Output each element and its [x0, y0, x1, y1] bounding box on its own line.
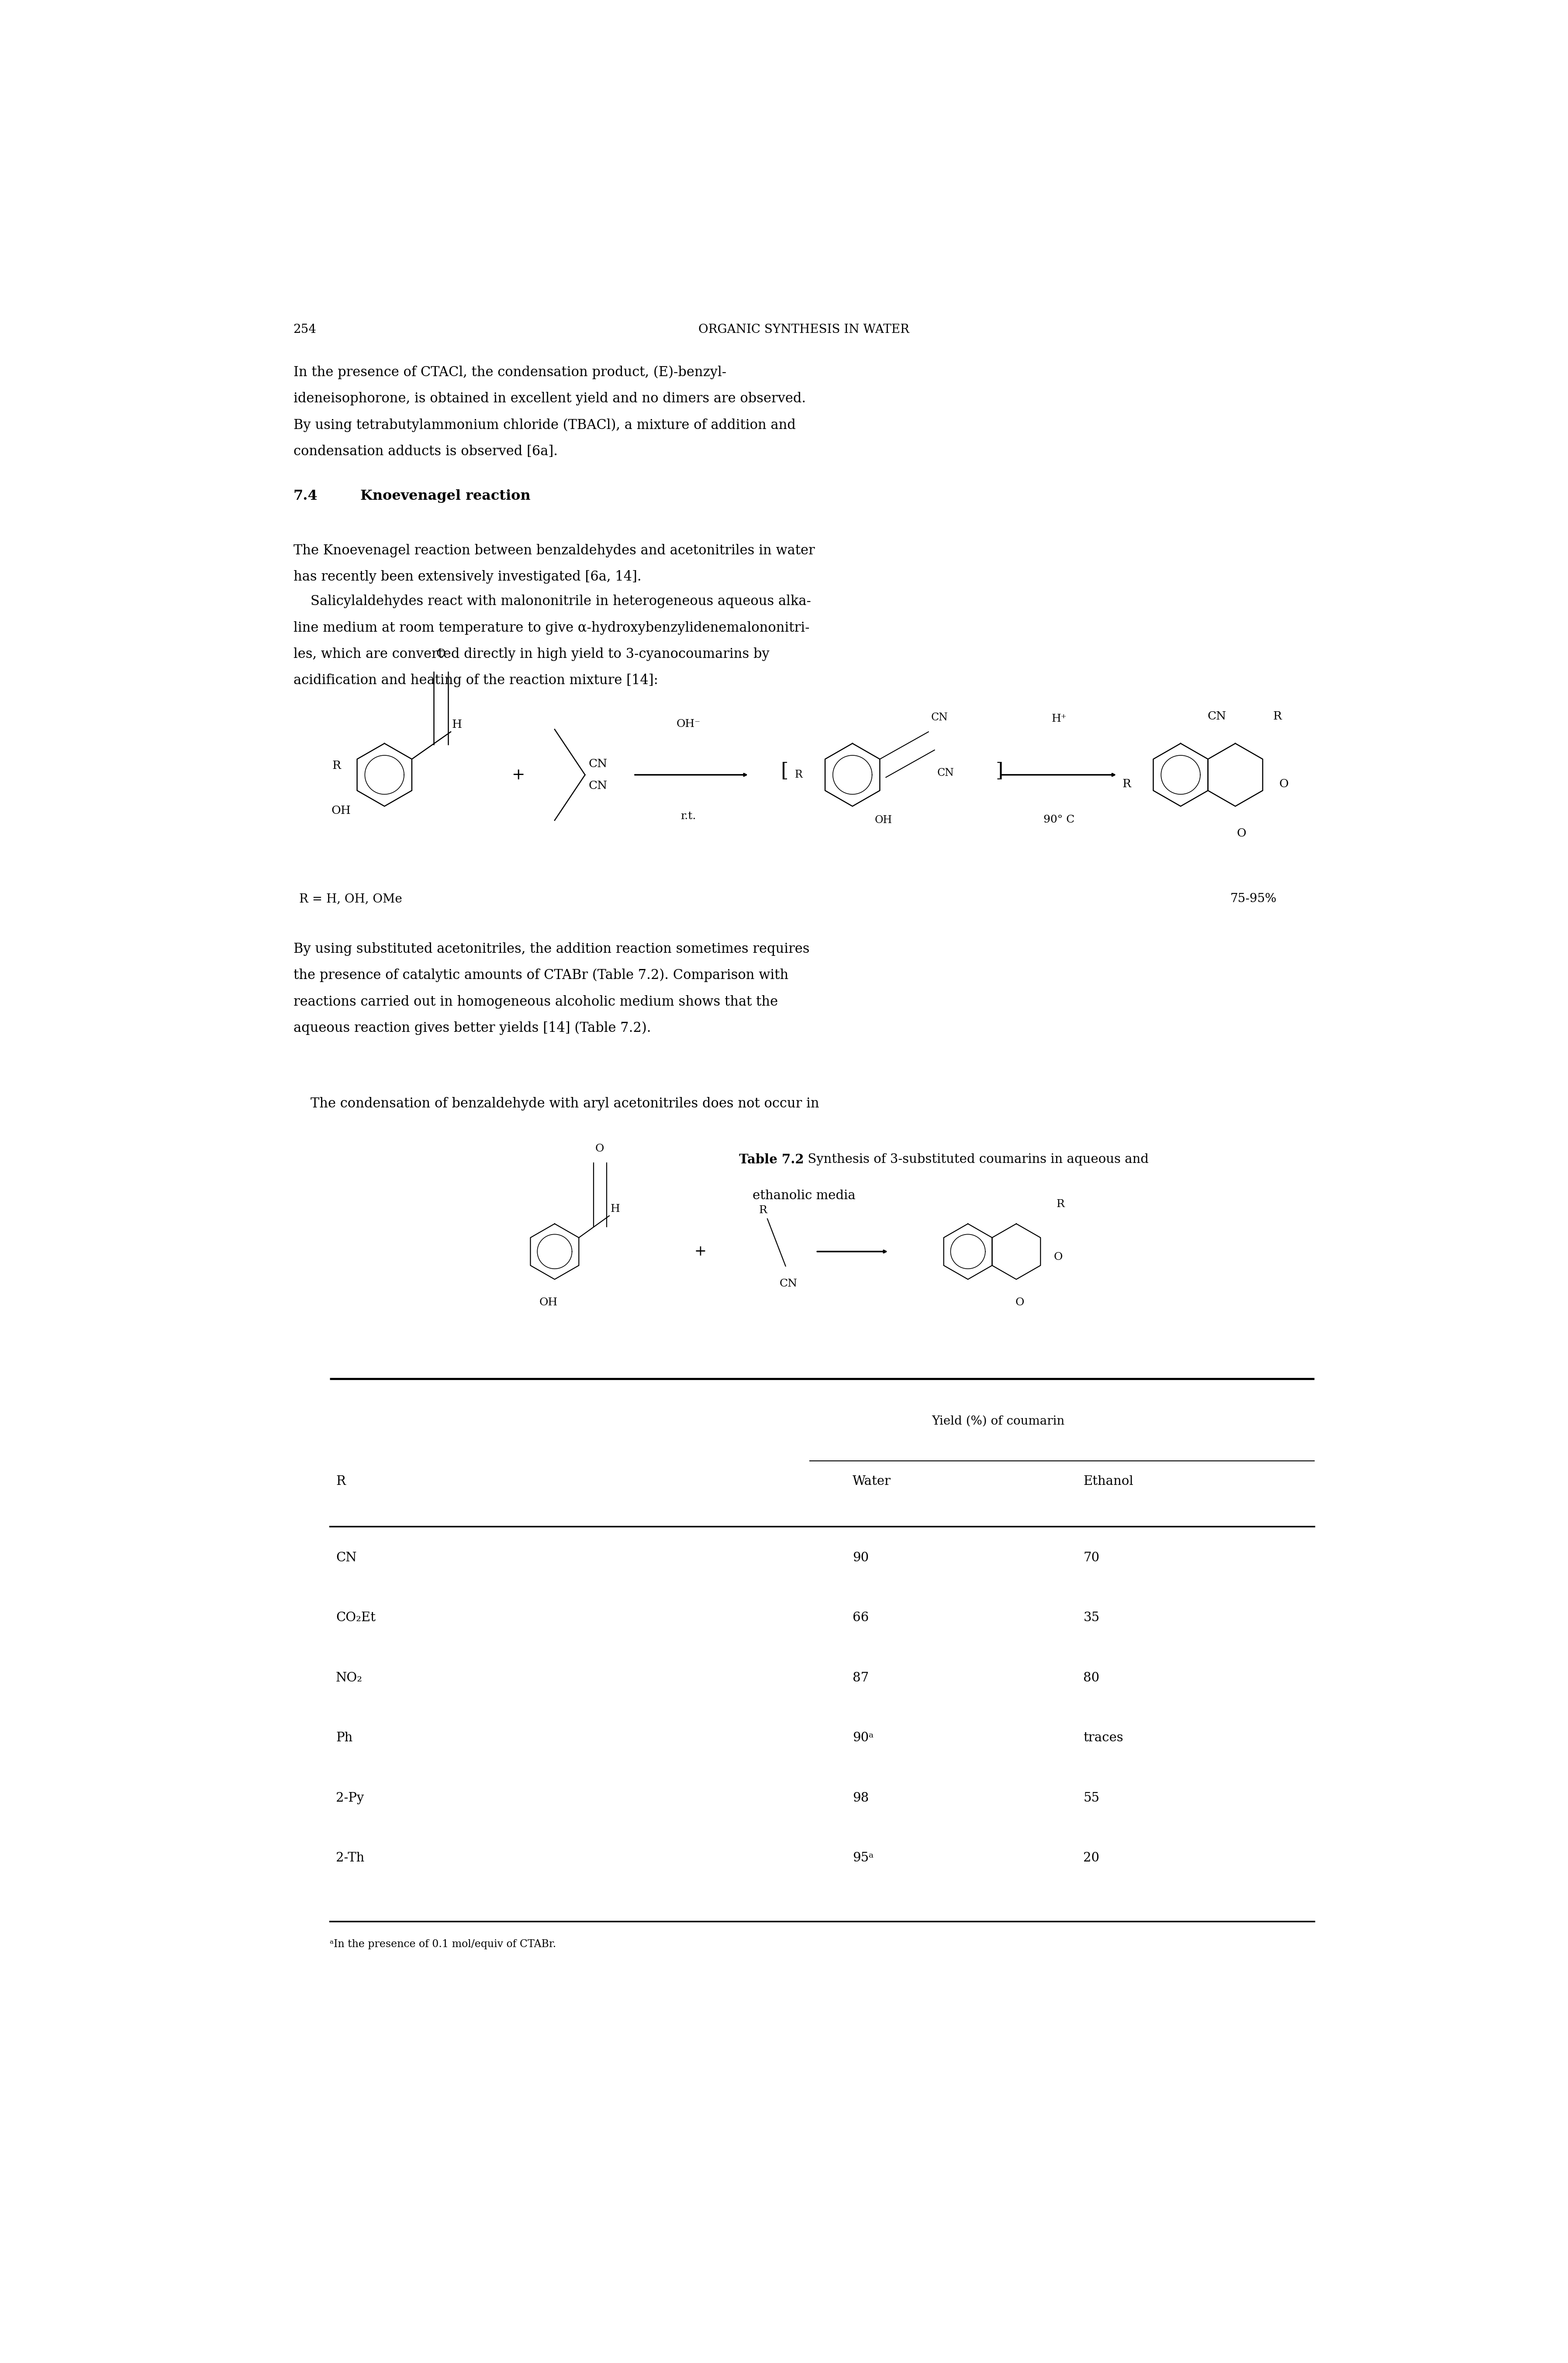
Text: 2-Th: 2-Th — [336, 1853, 364, 1864]
Text: In the presence of CTACl, the condensation product, (E)-benzyl-: In the presence of CTACl, the condensati… — [293, 366, 726, 378]
Text: By using substituted acetonitriles, the addition reaction sometimes requires: By using substituted acetonitriles, the … — [293, 943, 809, 955]
Text: [: [ — [781, 761, 789, 780]
Text: OH: OH — [539, 1297, 558, 1307]
Text: Water: Water — [853, 1475, 891, 1489]
Text: has recently been extensively investigated [6a, 14].: has recently been extensively investigat… — [293, 569, 641, 584]
Text: CN: CN — [779, 1278, 797, 1288]
Text: Ph: Ph — [336, 1732, 353, 1744]
Text: 87: 87 — [853, 1673, 869, 1685]
Text: 254: 254 — [293, 324, 317, 336]
Text: H: H — [452, 718, 463, 730]
Text: R: R — [1273, 711, 1281, 721]
Text: 90: 90 — [853, 1552, 869, 1564]
Text: Yield (%) of coumarin: Yield (%) of coumarin — [931, 1415, 1065, 1427]
Text: CN: CN — [936, 768, 953, 777]
Text: OH: OH — [331, 806, 351, 815]
Text: condensation adducts is observed [6a].: condensation adducts is observed [6a]. — [293, 444, 557, 458]
Text: NO₂: NO₂ — [336, 1673, 362, 1685]
Text: R: R — [336, 1475, 345, 1489]
Text: O: O — [1014, 1297, 1024, 1307]
Text: CN: CN — [588, 780, 607, 792]
Text: 95ᵃ: 95ᵃ — [853, 1853, 873, 1864]
Text: +: + — [511, 768, 525, 782]
Text: R: R — [795, 770, 803, 780]
Text: ideneisophorone, is obtained in excellent yield and no dimers are observed.: ideneisophorone, is obtained in excellen… — [293, 392, 806, 406]
Text: OH⁻: OH⁻ — [676, 718, 701, 730]
Text: By using tetrabutylammonium chloride (TBACl), a mixture of addition and: By using tetrabutylammonium chloride (TB… — [293, 418, 795, 432]
Text: H⁺: H⁺ — [1051, 714, 1066, 723]
Text: O: O — [594, 1144, 604, 1153]
Text: reactions carried out in homogeneous alcoholic medium shows that the: reactions carried out in homogeneous alc… — [293, 995, 778, 1009]
Text: R: R — [1121, 777, 1131, 789]
Text: Knoevenagel reaction: Knoevenagel reaction — [361, 489, 530, 503]
Text: ]: ] — [996, 761, 1004, 780]
Text: 2-Py: 2-Py — [336, 1791, 364, 1805]
Text: 70: 70 — [1083, 1552, 1099, 1564]
Text: The condensation of benzaldehyde with aryl acetonitriles does not occur in: The condensation of benzaldehyde with ar… — [293, 1096, 818, 1111]
Text: R: R — [332, 761, 340, 770]
Text: O: O — [1236, 827, 1247, 839]
Text: The Knoevenagel reaction between benzaldehydes and acetonitriles in water: The Knoevenagel reaction between benzald… — [293, 543, 814, 558]
Text: traces: traces — [1083, 1732, 1123, 1744]
Text: les, which are converted directly in high yield to 3-cyanocoumarins by: les, which are converted directly in hig… — [293, 647, 768, 662]
Text: 98: 98 — [853, 1791, 869, 1805]
Text: CN: CN — [336, 1552, 356, 1564]
Text: CO₂Et: CO₂Et — [336, 1612, 375, 1623]
Text: 75-95%: 75-95% — [1229, 893, 1276, 905]
Text: Table 7.2: Table 7.2 — [739, 1153, 804, 1165]
Text: 90ᵃ: 90ᵃ — [853, 1732, 873, 1744]
Text: R: R — [759, 1205, 767, 1215]
Text: ᵃIn the presence of 0.1 mol/equiv of CTABr.: ᵃIn the presence of 0.1 mol/equiv of CTA… — [329, 1940, 557, 1949]
Text: 7.4: 7.4 — [293, 489, 318, 503]
Text: 80: 80 — [1083, 1673, 1099, 1685]
Text: H: H — [610, 1203, 619, 1215]
Text: Salicylaldehydes react with malononitrile in heterogeneous aqueous alka-: Salicylaldehydes react with malononitril… — [293, 595, 811, 607]
Text: r.t.: r.t. — [681, 811, 696, 822]
Text: O: O — [1279, 777, 1289, 789]
Text: R: R — [1057, 1198, 1065, 1210]
Text: CN: CN — [931, 714, 947, 723]
Text: 35: 35 — [1083, 1612, 1099, 1623]
Text: Synthesis of 3-substituted coumarins in aqueous and: Synthesis of 3-substituted coumarins in … — [804, 1153, 1148, 1165]
Text: 90° C: 90° C — [1043, 815, 1074, 825]
Text: O: O — [436, 647, 445, 659]
Text: 66: 66 — [853, 1612, 869, 1623]
Text: CN: CN — [1207, 711, 1226, 721]
Text: CN: CN — [588, 759, 607, 770]
Text: ethanolic media: ethanolic media — [753, 1189, 855, 1203]
Text: Ethanol: Ethanol — [1083, 1475, 1134, 1489]
Text: +: + — [695, 1245, 707, 1259]
Text: 20: 20 — [1083, 1853, 1099, 1864]
Text: ORGANIC SYNTHESIS IN WATER: ORGANIC SYNTHESIS IN WATER — [698, 324, 909, 336]
Text: O: O — [1054, 1252, 1063, 1262]
Text: 55: 55 — [1083, 1791, 1099, 1805]
Text: R = H, OH, OMe: R = H, OH, OMe — [299, 893, 403, 905]
Text: acidification and heating of the reaction mixture [14]:: acidification and heating of the reactio… — [293, 673, 657, 688]
Text: aqueous reaction gives better yields [14] (Table 7.2).: aqueous reaction gives better yields [14… — [293, 1021, 651, 1035]
Text: OH: OH — [875, 815, 892, 825]
Text: line medium at room temperature to give α-hydroxybenzylidenemalononitri-: line medium at room temperature to give … — [293, 621, 809, 636]
Text: the presence of catalytic amounts of CTABr (Table 7.2). Comparison with: the presence of catalytic amounts of CTA… — [293, 969, 789, 983]
